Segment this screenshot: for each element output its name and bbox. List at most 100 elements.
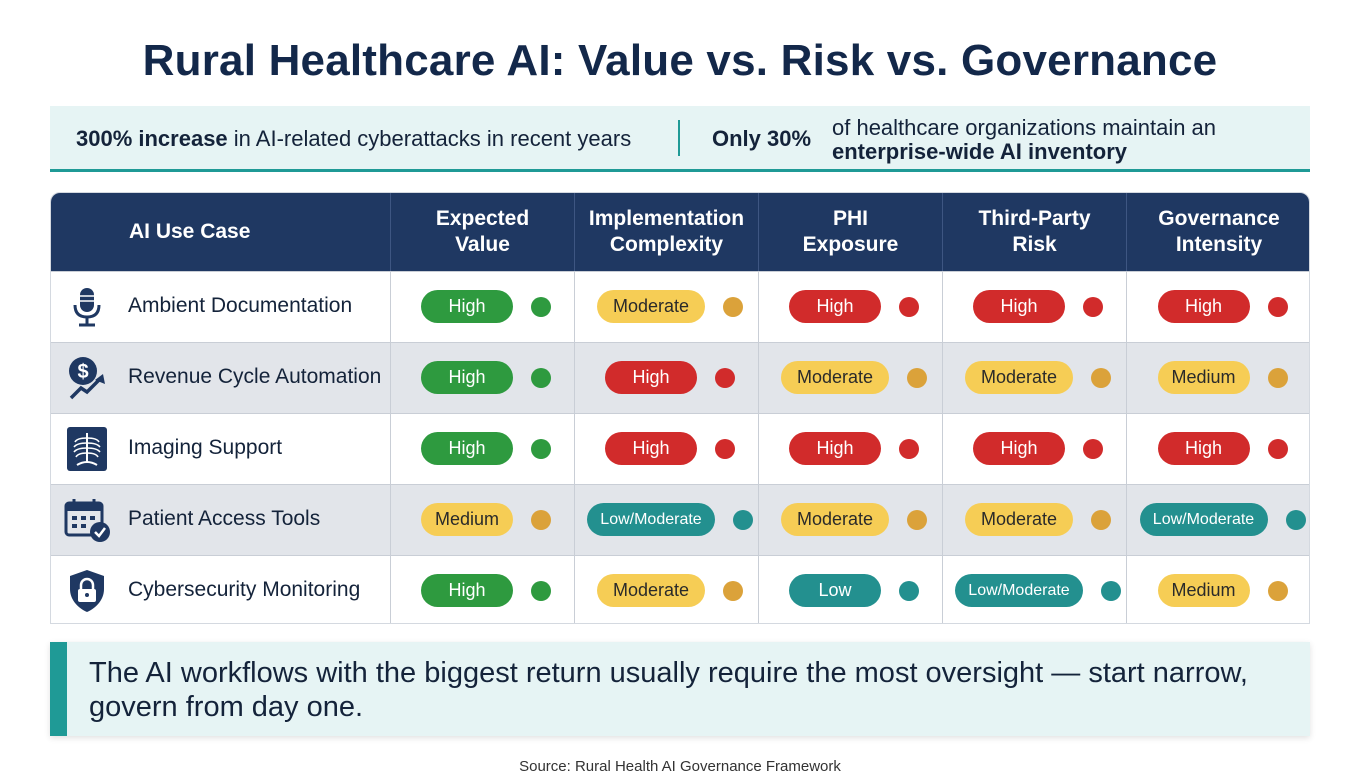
table-row: $ Revenue Cycle Automation High High Moderat… <box>51 342 1309 413</box>
rating-cell: Low/Moderate <box>574 485 758 555</box>
rating-badge: High <box>421 432 513 465</box>
key-takeaway-callout: The AI workflows with the biggest return… <box>50 642 1310 736</box>
rating-cell: High <box>390 343 574 413</box>
use-case-label: Revenue Cycle Automation <box>128 365 382 388</box>
rating-badge: High <box>1157 432 1250 465</box>
calendar-check-icon <box>63 496 111 544</box>
rating-badge: Low <box>789 574 881 607</box>
column-header: Governance Intensity <box>1126 193 1309 271</box>
rating-badge: High <box>421 361 513 394</box>
table-row: Ambient Documentation High Moderate High Hig… <box>51 271 1309 342</box>
status-dot <box>531 297 551 317</box>
table-row: Patient Access Tools Medium Low/Moderate Mo… <box>51 484 1309 555</box>
rating-cell: Low/Moderate <box>1126 485 1309 555</box>
rating-badge: High <box>973 432 1065 465</box>
status-dot <box>899 439 919 459</box>
status-dot <box>733 510 753 530</box>
status-dot <box>531 439 551 459</box>
status-dot <box>1101 581 1121 601</box>
status-dot <box>1267 368 1288 388</box>
status-dot <box>1267 581 1288 601</box>
use-case-label: Patient Access Tools <box>128 507 321 530</box>
rating-cell: Medium <box>1126 556 1309 623</box>
rating-badge: Low/Moderate <box>955 574 1083 607</box>
use-case-label: Imaging Support <box>128 436 283 459</box>
rating-badge: Moderate <box>597 290 705 323</box>
status-dot <box>715 439 735 459</box>
rating-cell: High <box>390 414 574 484</box>
xray-icon <box>63 425 111 473</box>
rating-cell: High <box>390 556 574 623</box>
callout-text: The AI workflows with the biggest return… <box>89 657 1248 723</box>
use-case-cell: Imaging Support <box>51 414 390 484</box>
rating-cell: Moderate <box>758 485 942 555</box>
status-dot <box>1083 439 1103 459</box>
column-header: Expected Value <box>390 193 574 271</box>
status-dot <box>907 510 927 530</box>
use-case-label: Cybersecurity Monitoring <box>128 578 361 601</box>
page-title: Rural Healthcare AI: Value vs. Risk vs. … <box>142 36 1218 85</box>
stat-cyberattacks: 300% increase in AI-related cyberattacks… <box>76 126 632 151</box>
rating-badge: High <box>421 290 513 323</box>
rating-cell: High <box>758 272 942 342</box>
rating-cell: High <box>574 343 758 413</box>
microphone-icon <box>63 283 111 331</box>
source-note: Source: Rural Health AI Governance Frame… <box>519 758 841 775</box>
rating-badge: Medium <box>1157 361 1250 394</box>
rating-cell: High <box>390 272 574 342</box>
rating-badge: Moderate <box>965 361 1073 394</box>
rating-badge: High <box>973 290 1065 323</box>
stats-divider <box>678 120 680 156</box>
rating-cell: Low <box>758 556 942 623</box>
rating-cell: Medium <box>390 485 574 555</box>
status-dot <box>531 368 551 388</box>
revenue-growth-icon: $ <box>63 354 111 402</box>
use-case-cell: Cybersecurity Monitoring <box>51 556 390 623</box>
status-dot <box>907 368 927 388</box>
rating-badge: High <box>789 290 881 323</box>
rating-badge: Moderate <box>597 574 705 607</box>
status-dot <box>1091 510 1111 530</box>
rating-badge: Moderate <box>781 361 889 394</box>
rating-badge: Medium <box>421 503 513 536</box>
rating-badge: High <box>605 432 697 465</box>
status-dot <box>899 581 919 601</box>
rating-cell: High <box>758 414 942 484</box>
rating-badge: Low/Moderate <box>1139 503 1268 536</box>
rating-badge: High <box>789 432 881 465</box>
status-dot <box>723 297 743 317</box>
status-dot <box>531 581 551 601</box>
status-dot <box>723 581 743 601</box>
rating-cell: High <box>1126 272 1309 342</box>
rating-badge: Moderate <box>781 503 889 536</box>
rating-cell: High <box>942 272 1126 342</box>
rating-cell: Low/Moderate <box>942 556 1126 623</box>
status-dot <box>899 297 919 317</box>
rating-cell: Moderate <box>574 272 758 342</box>
rating-cell: Moderate <box>942 343 1126 413</box>
use-case-cell: Patient Access Tools <box>51 485 390 555</box>
rating-badge: Moderate <box>965 503 1073 536</box>
use-case-label: Ambient Documentation <box>128 294 353 317</box>
column-header: Third-Party Risk <box>942 193 1126 271</box>
column-header: AI Use Case <box>129 220 251 243</box>
rating-badge: Low/Moderate <box>587 503 715 536</box>
rating-cell: Moderate <box>574 556 758 623</box>
status-dot <box>1267 439 1288 459</box>
stat-inventory-text: of healthcare organizations maintain an e… <box>832 115 1217 164</box>
status-dot <box>1267 297 1288 317</box>
rating-cell: High <box>574 414 758 484</box>
status-dot <box>1091 368 1111 388</box>
rating-badge: High <box>421 574 513 607</box>
ai-use-case-table: AI Use Case Expected Value Implementation Co… <box>50 192 1310 624</box>
rating-cell: Moderate <box>758 343 942 413</box>
status-dot <box>715 368 735 388</box>
rating-badge: Medium <box>1157 574 1250 607</box>
column-header: Implementation Complexity <box>574 193 758 271</box>
rating-badge: High <box>1157 290 1250 323</box>
stats-banner: 300% increase in AI-related cyberattacks… <box>50 106 1310 172</box>
shield-lock-icon <box>63 567 111 615</box>
stat-inventory-percent: Only 30% <box>712 126 812 151</box>
status-dot <box>1285 510 1306 530</box>
rating-cell: High <box>1126 414 1309 484</box>
